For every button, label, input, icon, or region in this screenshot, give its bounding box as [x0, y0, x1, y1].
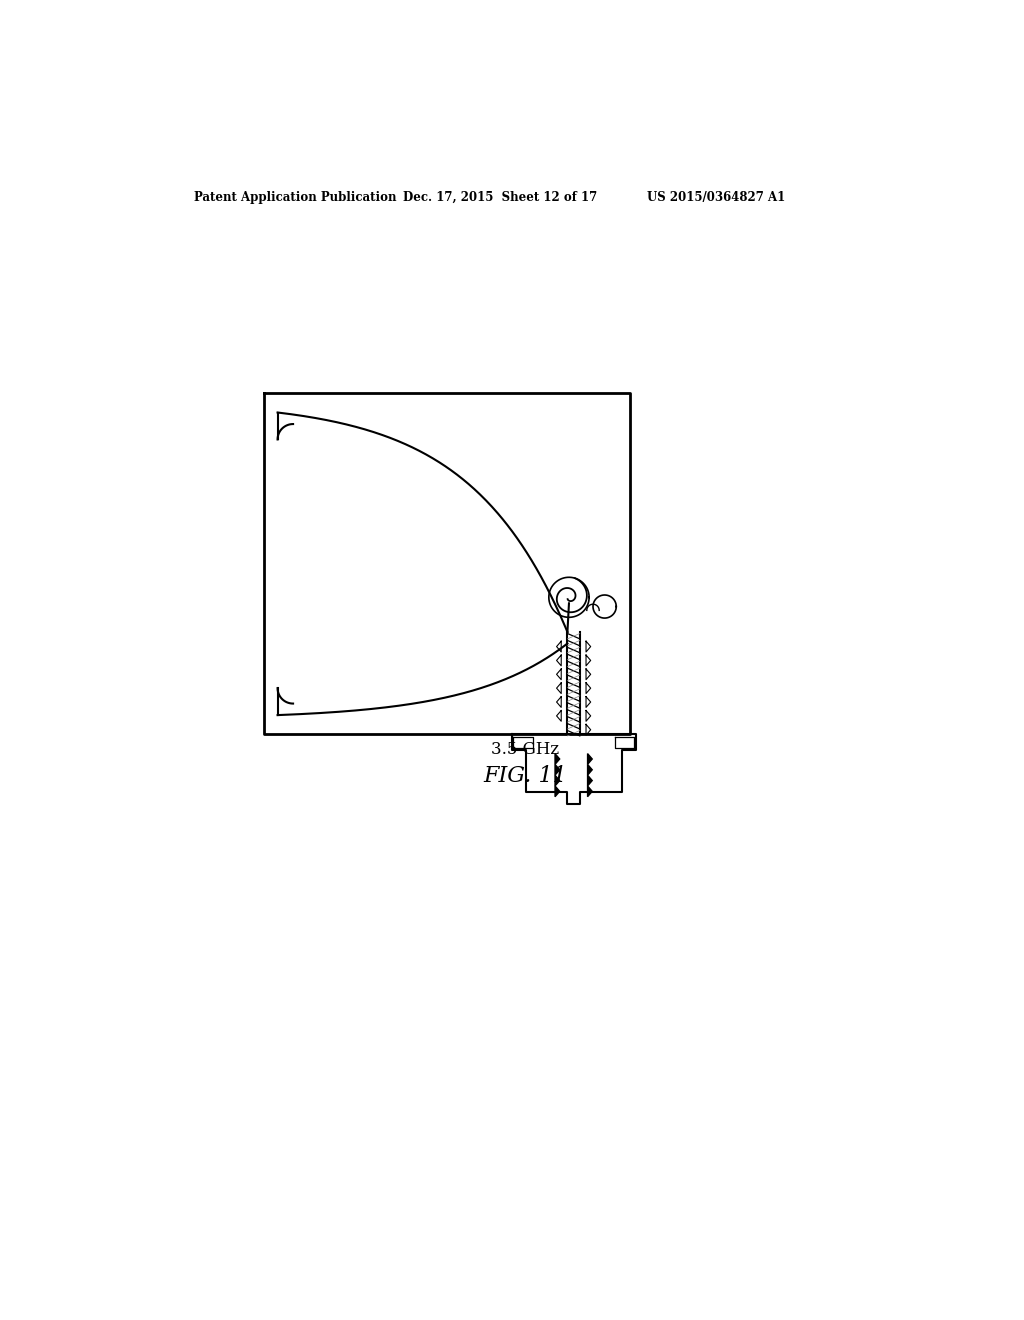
Text: US 2015/0364827 A1: US 2015/0364827 A1 [647, 191, 785, 203]
Text: FIG. 11: FIG. 11 [483, 766, 566, 787]
Text: Dec. 17, 2015  Sheet 12 of 17: Dec. 17, 2015 Sheet 12 of 17 [403, 191, 597, 203]
Text: 3.5 GHz: 3.5 GHz [490, 741, 559, 758]
Polygon shape [588, 775, 592, 785]
Polygon shape [555, 785, 560, 797]
Polygon shape [555, 764, 560, 775]
Polygon shape [588, 785, 592, 797]
Polygon shape [588, 764, 592, 775]
Text: Patent Application Publication: Patent Application Publication [194, 191, 396, 203]
Polygon shape [555, 754, 560, 764]
Polygon shape [555, 775, 560, 785]
Polygon shape [588, 754, 592, 764]
